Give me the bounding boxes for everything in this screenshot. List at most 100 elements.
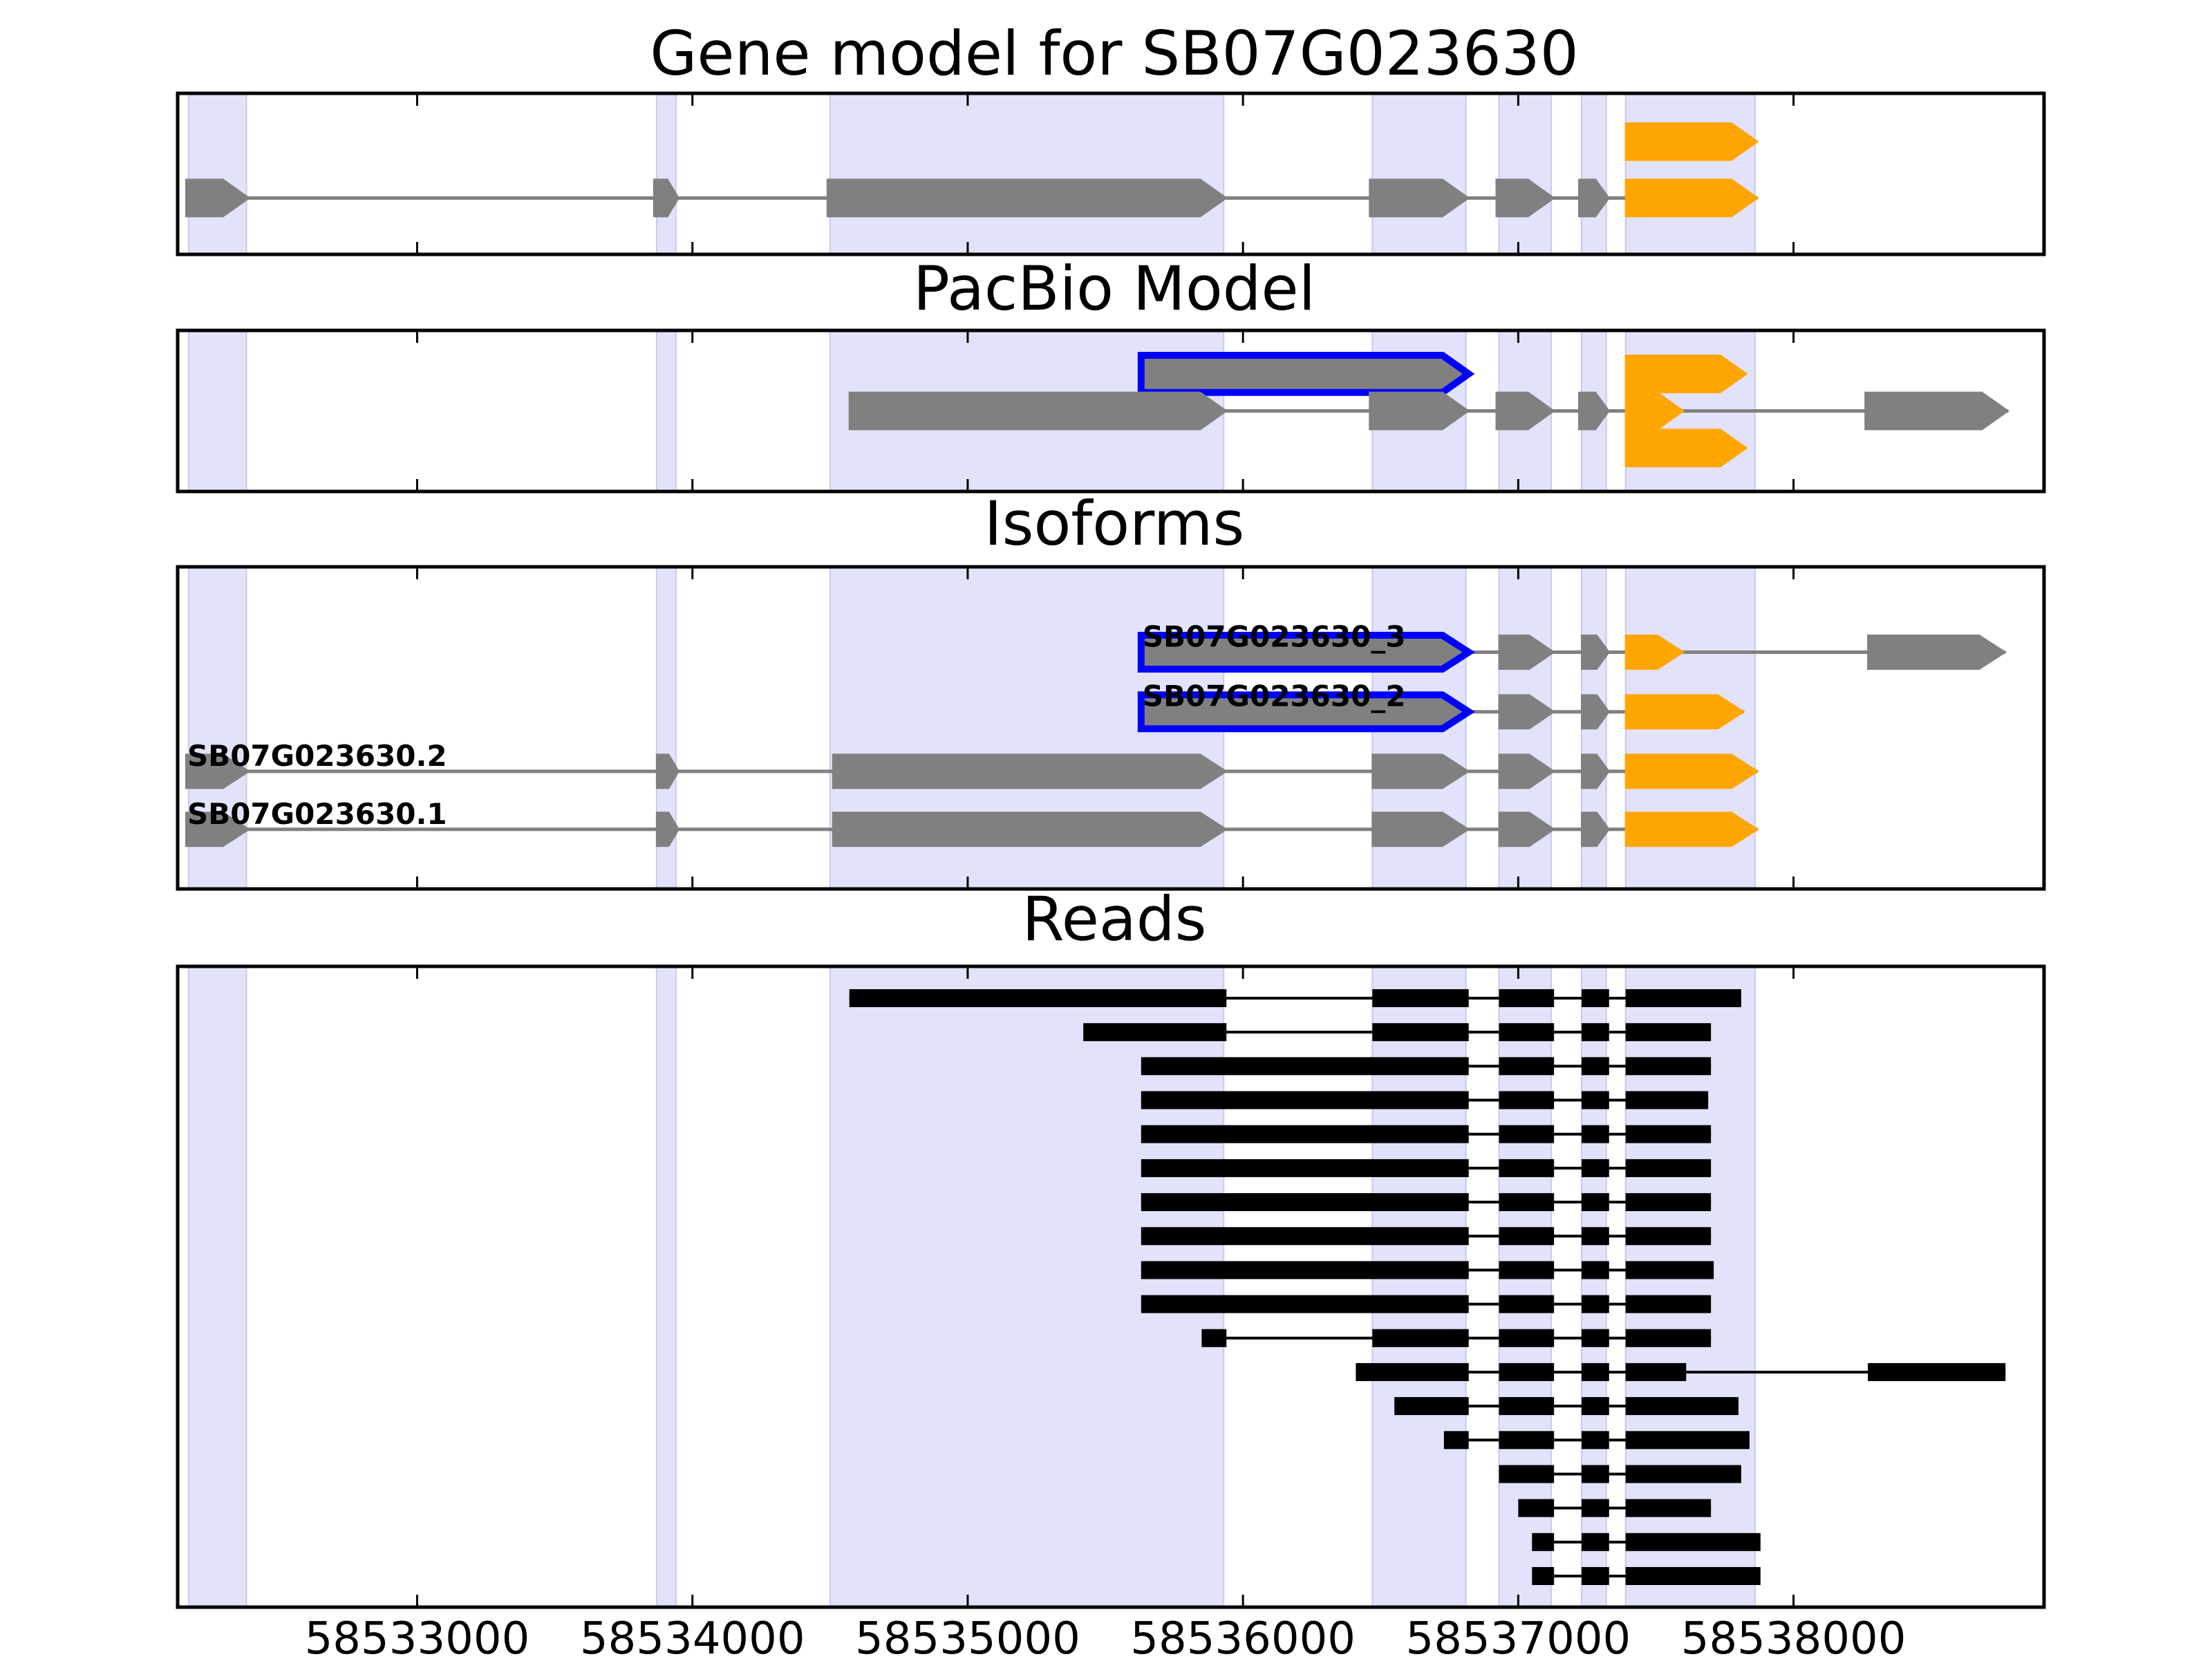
read-block [1499, 1193, 1555, 1212]
read-block [1499, 1397, 1555, 1416]
exon [1581, 694, 1611, 730]
read-block [1581, 1261, 1609, 1280]
x-axis-tick-labels: 58533000 58534000 58535000 58536000 58537000… [305, 1613, 1906, 1659]
read-block [1625, 1431, 1750, 1450]
utr-exon [1624, 178, 1759, 218]
shaded-exon-region [1498, 93, 1553, 255]
exon [1369, 391, 1470, 431]
exon [185, 178, 251, 218]
exon [848, 391, 1228, 431]
read-block [1443, 1431, 1469, 1450]
read-block [1625, 1159, 1712, 1177]
read-block [1625, 1295, 1712, 1313]
read-block [1499, 989, 1555, 1007]
panel-pacbio-model: PacBio Model [176, 253, 2046, 494]
read-block [1141, 1125, 1469, 1143]
utr-exon [1624, 753, 1759, 789]
read-block [849, 989, 1227, 1007]
read-block [1581, 1329, 1609, 1347]
read-block [1625, 1329, 1712, 1347]
read-block [1356, 1362, 1469, 1381]
exon [653, 178, 679, 218]
read-block [1581, 1091, 1609, 1109]
read-block [1518, 1499, 1555, 1517]
exon [655, 753, 679, 789]
exon [1498, 753, 1555, 789]
x-tick-label: 58535000 [855, 1613, 1080, 1659]
read-block [1625, 1193, 1712, 1212]
shaded-exon-region [1371, 93, 1467, 255]
read-block [1625, 1023, 1712, 1042]
read-block [1581, 1397, 1609, 1416]
panel-gene-model: Gene model for SB07G023630 [176, 18, 2046, 256]
read-block [1499, 1261, 1555, 1280]
x-tick-label: 58536000 [1130, 1613, 1356, 1659]
exon [1498, 694, 1555, 730]
exon [1495, 391, 1555, 431]
utr-exon [1624, 355, 1748, 393]
read-block [1499, 1362, 1555, 1381]
exon [1581, 812, 1611, 847]
read-block [1499, 1023, 1555, 1042]
exon [655, 812, 679, 847]
exon [1498, 812, 1555, 847]
exon [1581, 635, 1611, 670]
read-block [1625, 1125, 1712, 1143]
exon [1369, 178, 1470, 218]
read-block [1581, 1057, 1609, 1076]
panel-frame [176, 91, 2046, 256]
read-block [1141, 1295, 1469, 1313]
exon [1867, 635, 2007, 670]
utr-exon [1624, 429, 1748, 467]
read-block [1499, 1295, 1555, 1313]
exon [1581, 753, 1611, 789]
utr-exon [1624, 694, 1745, 730]
exon [832, 753, 1228, 789]
shaded-exon-region [1580, 93, 1607, 255]
read-block [1499, 1091, 1555, 1109]
read-block [1625, 1261, 1714, 1280]
exon [1137, 352, 1475, 396]
exon [1495, 178, 1555, 218]
read-block [1141, 1227, 1469, 1246]
read-block [1581, 1159, 1609, 1177]
read-block [1581, 1023, 1609, 1042]
exon [1371, 812, 1470, 847]
read-block [1581, 1295, 1609, 1313]
exon [826, 178, 1228, 218]
read-block [1625, 1227, 1712, 1246]
read-block [1532, 1567, 1555, 1585]
read-block [1581, 1193, 1609, 1212]
read-block [1499, 1431, 1555, 1450]
read-block [1141, 1193, 1469, 1212]
exon [1371, 753, 1470, 789]
panel-frame [176, 328, 2046, 494]
x-tick-label: 58537000 [1406, 1613, 1631, 1659]
read-block [1581, 1533, 1609, 1551]
panel-reads: Reads [176, 883, 2046, 1609]
shaded-exon-region [655, 966, 677, 1608]
read-block [1581, 1567, 1609, 1585]
read-block [1625, 1362, 1687, 1381]
panel-title-pacbio-model: PacBio Model [913, 253, 1315, 324]
panel-isoforms: Isoforms SB07G023630_3SB07G023630_2SB07G… [176, 488, 2046, 891]
gene-model-plot [176, 91, 2046, 256]
exon [185, 753, 251, 789]
isoform-label: SB07G023630.1 [187, 797, 447, 831]
panel-frame [176, 964, 2046, 1609]
exon [1137, 632, 1475, 673]
utr-exon [1624, 812, 1759, 847]
read-block [1625, 1567, 1761, 1585]
read-block [1625, 989, 1741, 1007]
read-block [1499, 1159, 1555, 1177]
read-block [1625, 1091, 1709, 1109]
exon [185, 812, 251, 847]
read-block [1532, 1533, 1555, 1551]
read-block [1141, 1057, 1469, 1076]
shaded-exon-region [187, 93, 247, 255]
shaded-exon-region [655, 93, 677, 255]
read-block [1581, 1227, 1609, 1246]
isoform-label: SB07G023630.2 [187, 739, 447, 773]
read-block [1868, 1362, 2006, 1381]
